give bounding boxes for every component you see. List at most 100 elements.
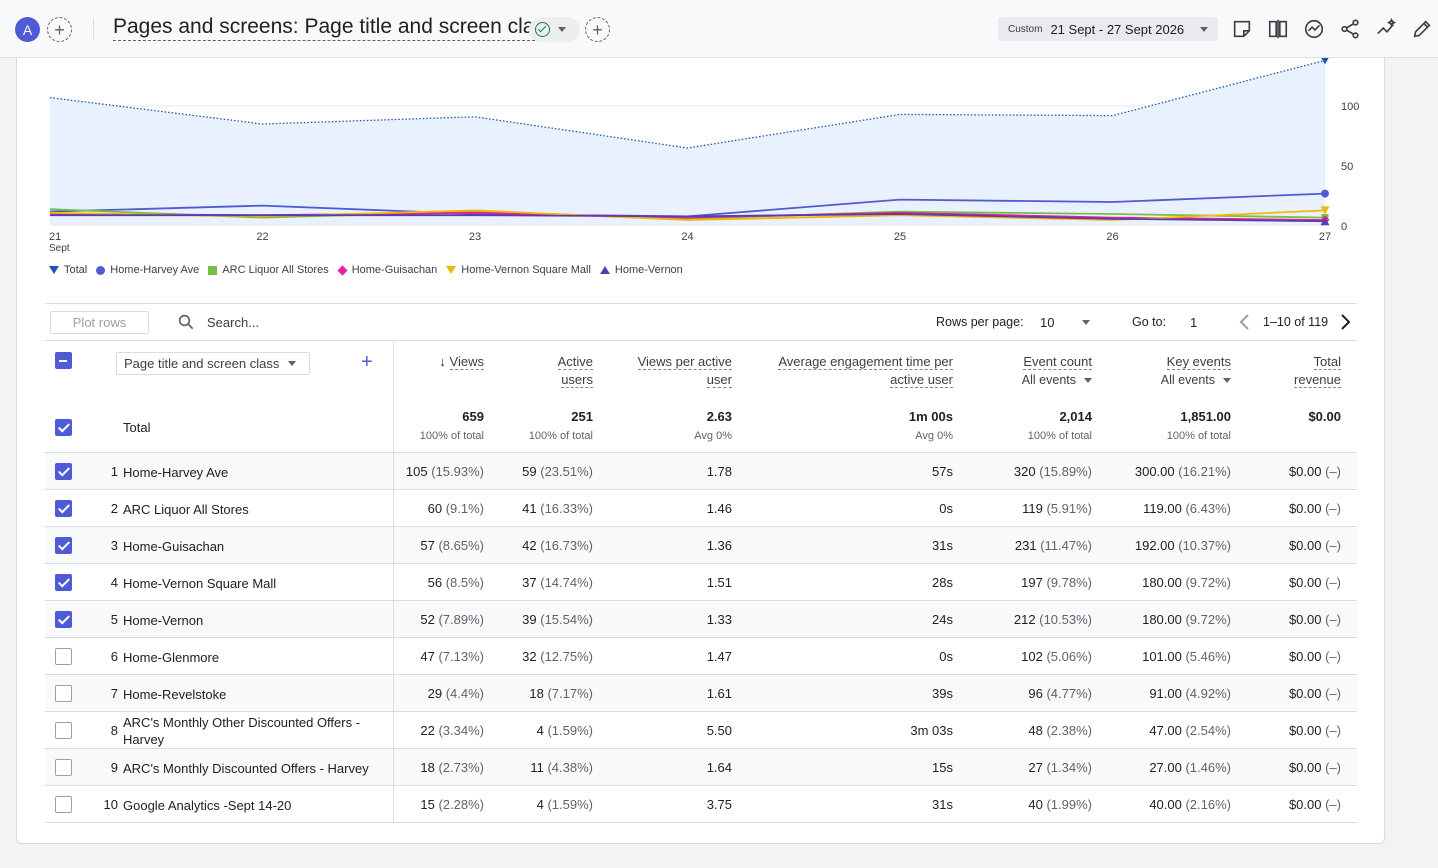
column-header[interactable]: Key events All events [1161,353,1231,389]
cell-value: 15s [932,760,953,775]
row-checkbox[interactable] [55,796,72,813]
table-row[interactable]: 3 Home-Guisachan 57 (8.65%) 42 (16.73%) 1.36… [45,527,1357,564]
add-dimension-button[interactable]: + [361,351,373,373]
row-checkbox[interactable] [55,759,72,776]
table-cell: $0.00 (–) [1289,760,1341,775]
table-cell: 15 (2.28%) [420,797,484,812]
table-row[interactable]: 6 Home-Glenmore 47 (7.13%) 32 (12.75%) 1.47 0… [45,638,1357,675]
table-cell: 40 (1.99%) [1028,797,1092,812]
table-cell: 1.33 [707,612,732,627]
row-checkbox[interactable] [55,685,72,702]
table-row[interactable]: 2 ARC Liquor All Stores 60 (9.1%) 41 (16.33… [45,490,1357,527]
report-status-menu[interactable] [529,17,580,42]
column-header[interactable]: Active users [557,353,593,389]
cell-value: 300.00 [1134,464,1175,479]
row-index: 10 [103,797,118,812]
previous-page-icon[interactable] [1238,312,1252,332]
cell-value: 1.61 [706,686,732,701]
goto-input[interactable]: 1 [1190,315,1198,330]
row-checkbox[interactable] [55,574,72,591]
column-header[interactable]: Average engagement time per active user [778,353,953,389]
share-icon[interactable] [1339,18,1361,40]
row-checkbox[interactable] [55,537,72,554]
table-row[interactable]: 9 ARC's Monthly Discounted Offers - Harve… [45,749,1357,786]
column-header[interactable]: Views per active user [637,353,732,389]
cell-percent: (–) [1321,464,1341,479]
select-all-checkbox[interactable] [55,352,72,369]
row-checkbox[interactable] [55,648,72,665]
notes-icon[interactable] [1231,18,1253,40]
cell-percent: (–) [1321,501,1341,516]
cell-percent: (–) [1321,797,1341,812]
event-filter-select[interactable]: All events [1022,371,1092,389]
legend-item[interactable]: Home-Vernon [599,264,683,276]
cell-value: 59 [522,464,537,479]
add-comparison-button[interactable]: + [47,17,72,42]
table-row[interactable]: 10 Google Analytics -Sept 14-20 15 (2.28%)… [45,786,1357,823]
search-icon [178,314,194,330]
row-checkbox[interactable] [55,611,72,628]
row-checkbox[interactable] [55,463,72,480]
x-tick-sublabel: Sept [49,243,70,254]
report-title[interactable]: Pages and screens: Page title and screen… [113,15,556,41]
next-page-icon[interactable] [1338,312,1352,332]
edit-pencil-icon[interactable] [1411,18,1433,40]
cell-value: 18 [420,760,435,775]
table-cell: 180.00 (9.72%) [1142,575,1231,590]
x-tick-label: 25 [894,231,906,243]
legend-item[interactable]: Home-Harvey Ave [96,264,199,276]
legend-item[interactable]: ARC Liquor All Stores [208,264,329,276]
add-filter-button[interactable]: + [585,17,610,42]
table-cell: 22 (3.34%) [420,723,484,738]
cell-value: 39s [932,686,953,701]
cell-value: 47 [420,649,435,664]
account-avatar[interactable]: A [15,17,40,42]
dimension-label: Page title and screen class [124,356,280,371]
row-index: 8 [110,723,118,738]
row-checkbox[interactable] [55,722,72,739]
sort-arrow-icon[interactable]: ↓ [439,354,450,369]
legend-item[interactable]: Home-Guisachan [337,264,437,276]
table-cell: $0.00 (–) [1289,501,1341,516]
table-cell: 41 (16.33%) [522,501,593,516]
table-cell: 27.00 (1.46%) [1149,760,1231,775]
table-row[interactable]: 7 Home-Revelstoke 29 (4.4%) 18 (7.17%) 1.61 3… [45,675,1357,712]
compare-icon[interactable] [1267,18,1289,40]
table-row[interactable]: 8 ARC's Monthly Other Discounted Offers -… [45,712,1357,749]
table-cell: 57 (8.65%) [420,538,484,553]
event-filter-label: All events [1160,373,1215,387]
table-row[interactable]: 1 Home-Harvey Ave 105 (15.93%) 59 (23.51%) 1… [45,453,1357,490]
table-row[interactable]: 5 Home-Vernon 52 (7.89%) 39 (15.54%) 1.33 24s… [45,601,1357,638]
column-header[interactable]: Total revenue [1294,353,1341,389]
legend-marker [96,265,106,275]
table-cell: 105 (15.93%) [406,464,484,479]
rows-per-page-select[interactable]: 10 [1040,315,1055,330]
cell-percent: (9.72%) [1181,575,1231,590]
dimension-select[interactable]: Page title and screen class [116,352,310,375]
table-row[interactable]: 4 Home-Vernon Square Mall 56 (8.5%) 37 (14.… [45,564,1357,601]
cell-value: $0.00 [1288,464,1322,479]
search-input[interactable] [205,312,405,332]
cell-value: 15 [420,797,435,812]
table-cell: 18 (7.17%) [529,686,593,701]
plot-rows-button[interactable]: Plot rows [50,311,149,334]
row-checkbox[interactable] [55,500,72,517]
total-subtext: 100% of total [1166,430,1231,442]
chevron-down-icon[interactable] [1082,320,1090,325]
legend-item[interactable]: Total [49,264,87,276]
date-range-picker[interactable]: Custom 21 Sept - 27 Sept 2026 [998,17,1218,41]
column-header[interactable]: ↓ Views [439,353,484,371]
cell-value: 39 [522,612,537,627]
row-page-title: Home-Vernon Square Mall [123,576,277,591]
column-header-label: Active [557,354,593,370]
event-filter-select[interactable]: All events [1161,371,1231,389]
cell-percent: (1.59%) [543,797,593,812]
row-page-title: Google Analytics -Sept 14-20 [123,798,292,813]
insights-icon[interactable] [1303,18,1325,40]
legend-item[interactable]: Home-Vernon Square Mall [446,264,591,276]
total-value: 2.63 [706,409,732,424]
chevron-down-icon [288,361,297,366]
column-header[interactable]: Event count All events [1022,353,1092,389]
trend-sparkle-icon[interactable] [1375,18,1397,40]
total-row-checkbox[interactable] [55,419,72,436]
